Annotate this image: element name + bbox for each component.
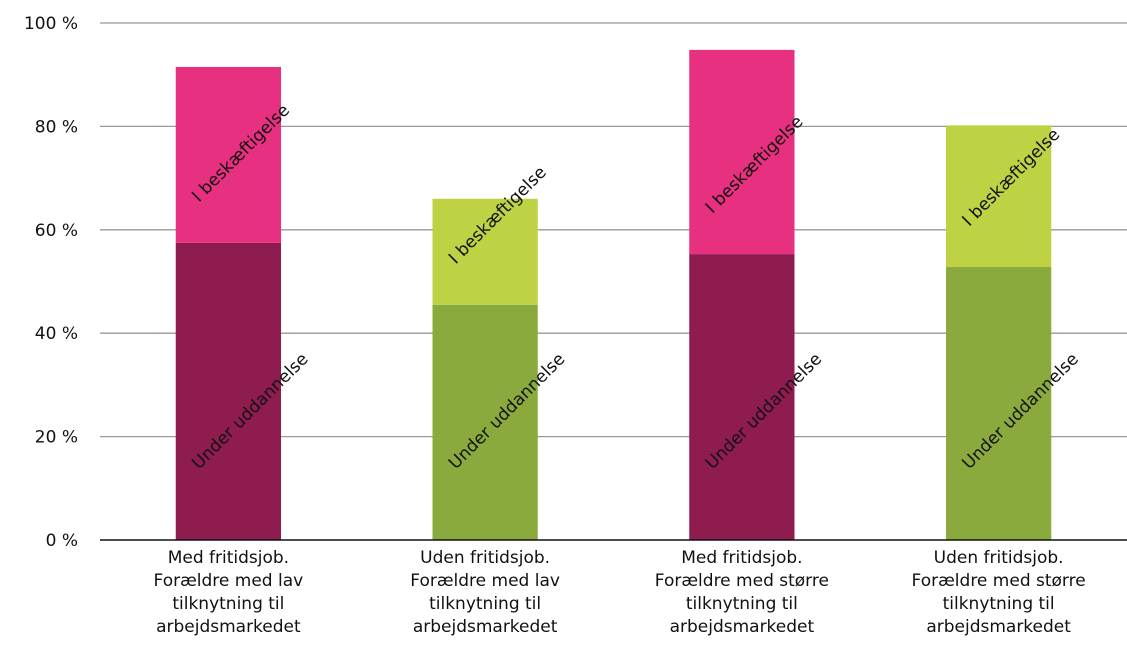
x-tick-label-line: tilknytning til [172,594,284,614]
x-tick-label-line: Med fritidsjob. [168,548,289,568]
x-tick-label-line: Forældre med større [655,571,829,591]
x-tick-label-line: Forældre med lav [154,571,304,591]
x-tick-label-line: tilknytning til [943,594,1055,614]
x-tick-label-line: arbejdsmarkedet [413,617,558,637]
x-axis: Med fritidsjob. Forældre med lav tilknytni… [100,539,1127,637]
y-tick-label: 20 % [35,428,78,448]
y-tick-label: 100 % [24,14,78,34]
y-axis: 0 % 20 % 40 % 60 % 80 % 100 % [24,14,78,551]
bars [175,49,1052,540]
bar-segment-under-uddannelse [175,242,282,540]
bar-segment-i-beskaeftigelse [945,125,1052,268]
x-tick-label: Med fritidsjob. Forældre med større tilkny… [655,548,829,637]
x-tick-label: Uden fritidsjob. Forældre med lav tilknytn… [410,548,560,637]
x-tick-label: Med fritidsjob. Forældre med lav tilknytni… [154,548,304,637]
x-tick-label-line: Med fritidsjob. [681,548,802,568]
bar-segment-under-uddannelse [945,267,1052,540]
bar-segment-under-uddannelse [432,304,538,540]
y-tick-label: 0 % [46,531,78,551]
x-tick-label-line: arbejdsmarkedet [670,617,815,637]
x-tick-label-line: Forældre med større [912,571,1086,591]
x-tick-label-line: Uden fritidsjob. [420,548,550,568]
x-tick-label: Uden fritidsjob. Forældre med større tilkn… [912,548,1086,637]
x-tick-label-line: tilknytning til [686,594,798,614]
bar-segment-i-beskaeftigelse [432,198,538,305]
x-tick-label-line: Uden fritidsjob. [934,548,1064,568]
x-tick-label-line: tilknytning til [429,594,541,614]
bar-segment-under-uddannelse [689,254,795,540]
bar-segment-i-beskaeftigelse [175,66,282,243]
x-tick-label-line: Forældre med lav [410,571,560,591]
x-tick-label-line: arbejdsmarkedet [156,617,301,637]
y-tick-label: 40 % [35,324,78,344]
y-tick-label: 60 % [35,221,78,241]
x-tick-label-line: arbejdsmarkedet [926,617,1071,637]
y-tick-label: 80 % [35,117,78,137]
bar-segment-i-beskaeftigelse [689,49,795,255]
